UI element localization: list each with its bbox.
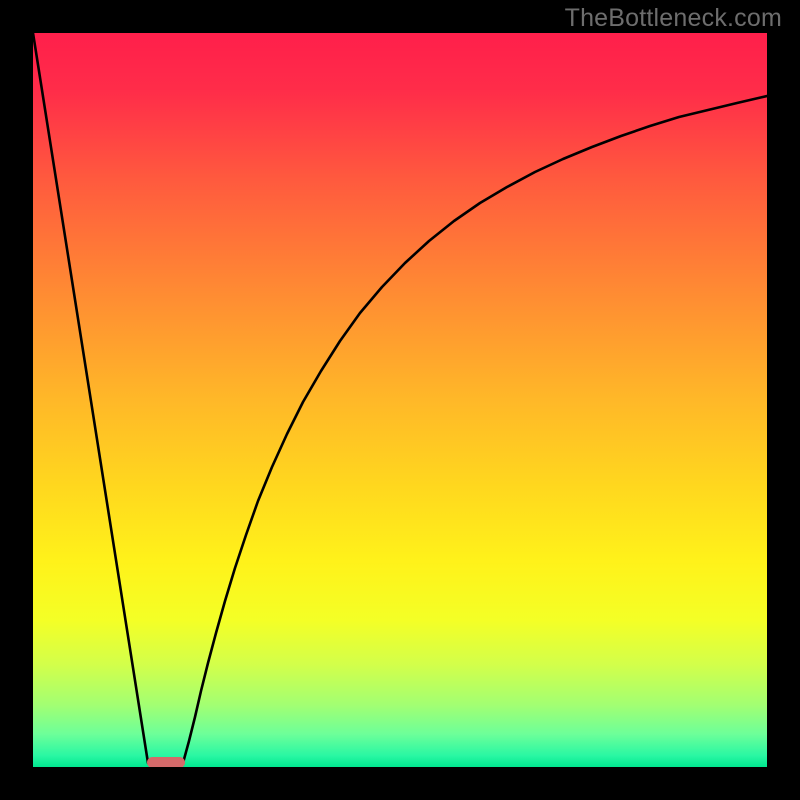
watermark-text: TheBottleneck.com: [565, 4, 782, 33]
chart-canvas: TheBottleneck.com: [0, 0, 800, 800]
curve-layer: [33, 33, 767, 767]
optimum-marker: [147, 757, 185, 768]
plot-area: [33, 33, 767, 767]
